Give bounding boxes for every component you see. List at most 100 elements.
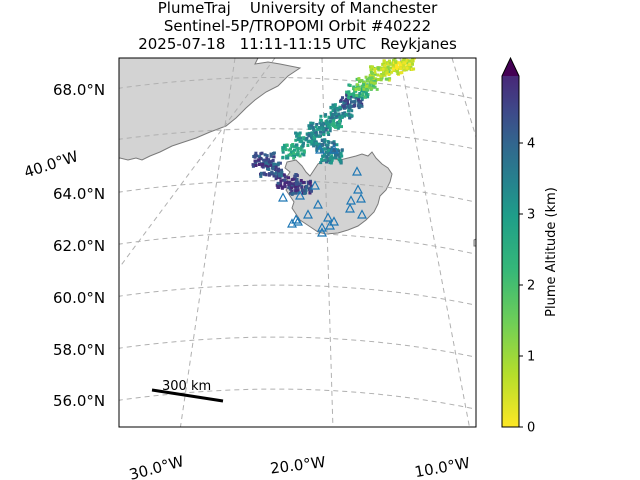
volcano-triangle-icon [345, 203, 355, 213]
plume-pixel [398, 71, 402, 75]
plume-pixel [334, 125, 338, 129]
colorbar-extend-max [502, 58, 519, 76]
plume-pixel [315, 133, 319, 137]
plume-pixel [341, 96, 344, 100]
plume-pixel [344, 112, 348, 116]
plume-pixel [273, 162, 277, 166]
lon-label-20w: 20.0°W [269, 453, 327, 478]
plume-pixel [269, 154, 273, 158]
colorbar-tick-label: 3 [527, 208, 535, 223]
plume-pixel [312, 144, 316, 148]
plume-pixel [338, 107, 342, 111]
plume-pixel [260, 171, 263, 175]
plume-pixel [398, 63, 402, 67]
plume-pixel [276, 181, 280, 185]
plume-pixel [384, 77, 388, 81]
volcano-triangle-icon [291, 214, 301, 224]
title-line-2: Sentinel-5P/TROPOMI Orbit #40222 [163, 17, 432, 35]
plume-pixel [390, 70, 394, 74]
plume-pixel [317, 126, 321, 129]
plume-pixel [309, 121, 313, 125]
faroe-fragment [473, 238, 476, 247]
plume-pixel [315, 123, 319, 126]
plume-pixel [404, 68, 408, 72]
plume-pixel [319, 118, 322, 122]
plume-pixel [307, 140, 311, 143]
plume-pixel [360, 89, 364, 93]
volcano-triangle-icon [352, 166, 362, 176]
plume-pixel [294, 138, 298, 142]
volcano-triangle-icon [315, 144, 325, 154]
plume-pixel [354, 88, 358, 91]
plume-pixel [274, 177, 278, 181]
plume-pixel [292, 151, 296, 155]
plume-pixel [318, 121, 322, 125]
volcano-triangle-icon [293, 216, 303, 226]
plume-pixel [329, 111, 333, 115]
plume-pixel [410, 59, 414, 63]
plume-pixel [297, 134, 301, 138]
plume-pixel [293, 145, 297, 149]
plume-pixel [357, 87, 361, 91]
plume-pixel [264, 173, 268, 177]
plume-pixel [254, 151, 258, 155]
lat-label-64: 64.0°N [53, 185, 105, 203]
plume-pixel [325, 150, 329, 154]
plume-pixel [299, 179, 303, 182]
plume-pixel [272, 152, 275, 155]
plume-pixel [323, 147, 327, 151]
plume-pixel [350, 109, 354, 113]
plume-pixel [366, 79, 370, 83]
plume-pixel [373, 72, 377, 76]
plume-pixel [329, 116, 333, 120]
plume-pixel [331, 103, 335, 107]
plume-pixel [283, 182, 287, 186]
plume-pixel [360, 96, 364, 100]
plume-pixel [369, 65, 372, 69]
plume-pixel [312, 142, 316, 146]
plume-pixel [315, 146, 319, 150]
plume-pixel [331, 109, 335, 112]
plume-pixel [260, 151, 264, 155]
plume-pixel [285, 156, 289, 160]
plume-pixel [294, 179, 298, 183]
plume-pixel [283, 185, 287, 189]
plume-pixel [294, 191, 298, 195]
plume-pixel [292, 177, 296, 181]
volcano-triangle-icon [353, 184, 363, 194]
plume-pixel [281, 156, 285, 160]
plume-pixel [337, 119, 341, 123]
plume-pixel [325, 146, 329, 150]
plume-pixel [290, 184, 294, 188]
plume-pixel [306, 144, 310, 147]
plume-pixel [263, 153, 267, 157]
plume-pixel [307, 124, 311, 128]
plume-pixel [350, 100, 354, 104]
plume-pixel [352, 87, 355, 91]
plume-pixel [345, 90, 349, 94]
plume-pixel [340, 154, 344, 158]
plume-pixel [363, 95, 367, 99]
plume-pixel [319, 114, 323, 118]
plume-pixel [294, 182, 298, 186]
plume-pixel [296, 186, 300, 190]
plume-pixel [299, 148, 303, 152]
plume-pixel [322, 133, 326, 137]
volcano-triangle-icon [325, 220, 335, 230]
graticule-line [119, 76, 476, 100]
plume-pixel [272, 174, 276, 178]
plume-pixel [267, 160, 271, 164]
plume-pixel [300, 186, 304, 190]
plume-pixel [321, 121, 325, 125]
plume-pixel [365, 88, 369, 92]
plume-pixel [277, 167, 280, 171]
plume-pixel [302, 141, 305, 145]
plume-pixel [298, 131, 302, 135]
graticule-line [119, 58, 276, 269]
plume-pixel [382, 62, 385, 66]
plume-pixel [314, 141, 318, 145]
volcano-triangle-icon [287, 218, 297, 228]
plume-pixel [279, 184, 283, 188]
plume-pixel [369, 79, 373, 83]
